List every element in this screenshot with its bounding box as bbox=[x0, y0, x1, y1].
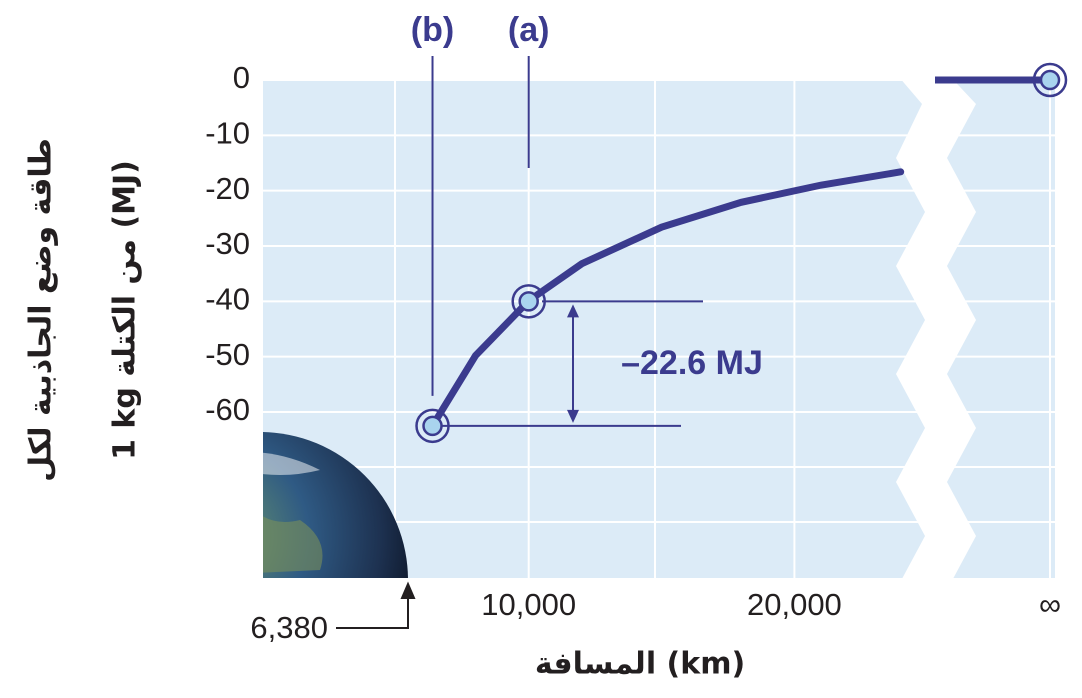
distance-leader bbox=[336, 596, 408, 628]
distance-arrow bbox=[336, 584, 414, 628]
difference-label: –22.6 MJ bbox=[621, 344, 763, 382]
point-label: (a) bbox=[508, 11, 550, 49]
x-tick-label: 10,000 bbox=[481, 587, 576, 622]
y-axis-title: 1 kg من الكتلة (MJ) bbox=[108, 160, 143, 460]
point-label: (b) bbox=[411, 11, 454, 49]
y-axis-title: طاقة وضع الجاذبية لكل bbox=[24, 138, 59, 482]
y-tick-label: -60 bbox=[205, 392, 250, 427]
distance-annotation: 6,380 bbox=[250, 610, 328, 645]
point bbox=[424, 417, 442, 435]
infinity-point bbox=[1041, 71, 1059, 89]
y-tick-label: -40 bbox=[205, 282, 250, 317]
y-tick-label: -10 bbox=[205, 116, 250, 151]
x-tick-label: ∞ bbox=[1039, 587, 1061, 622]
x-axis-title: المسافة (km) bbox=[535, 647, 745, 682]
y-tick-label: -30 bbox=[205, 226, 250, 261]
arrow-head bbox=[402, 584, 414, 598]
y-tick-label: -20 bbox=[205, 171, 250, 206]
y-tick-label: -50 bbox=[205, 337, 250, 372]
y-tick-label: 0 bbox=[233, 60, 250, 95]
chart: طاقة وضع الجاذبية لكل 1 kg من الكتلة (MJ… bbox=[0, 0, 1082, 698]
point bbox=[520, 292, 538, 310]
x-tick-label: 20,000 bbox=[747, 587, 842, 622]
